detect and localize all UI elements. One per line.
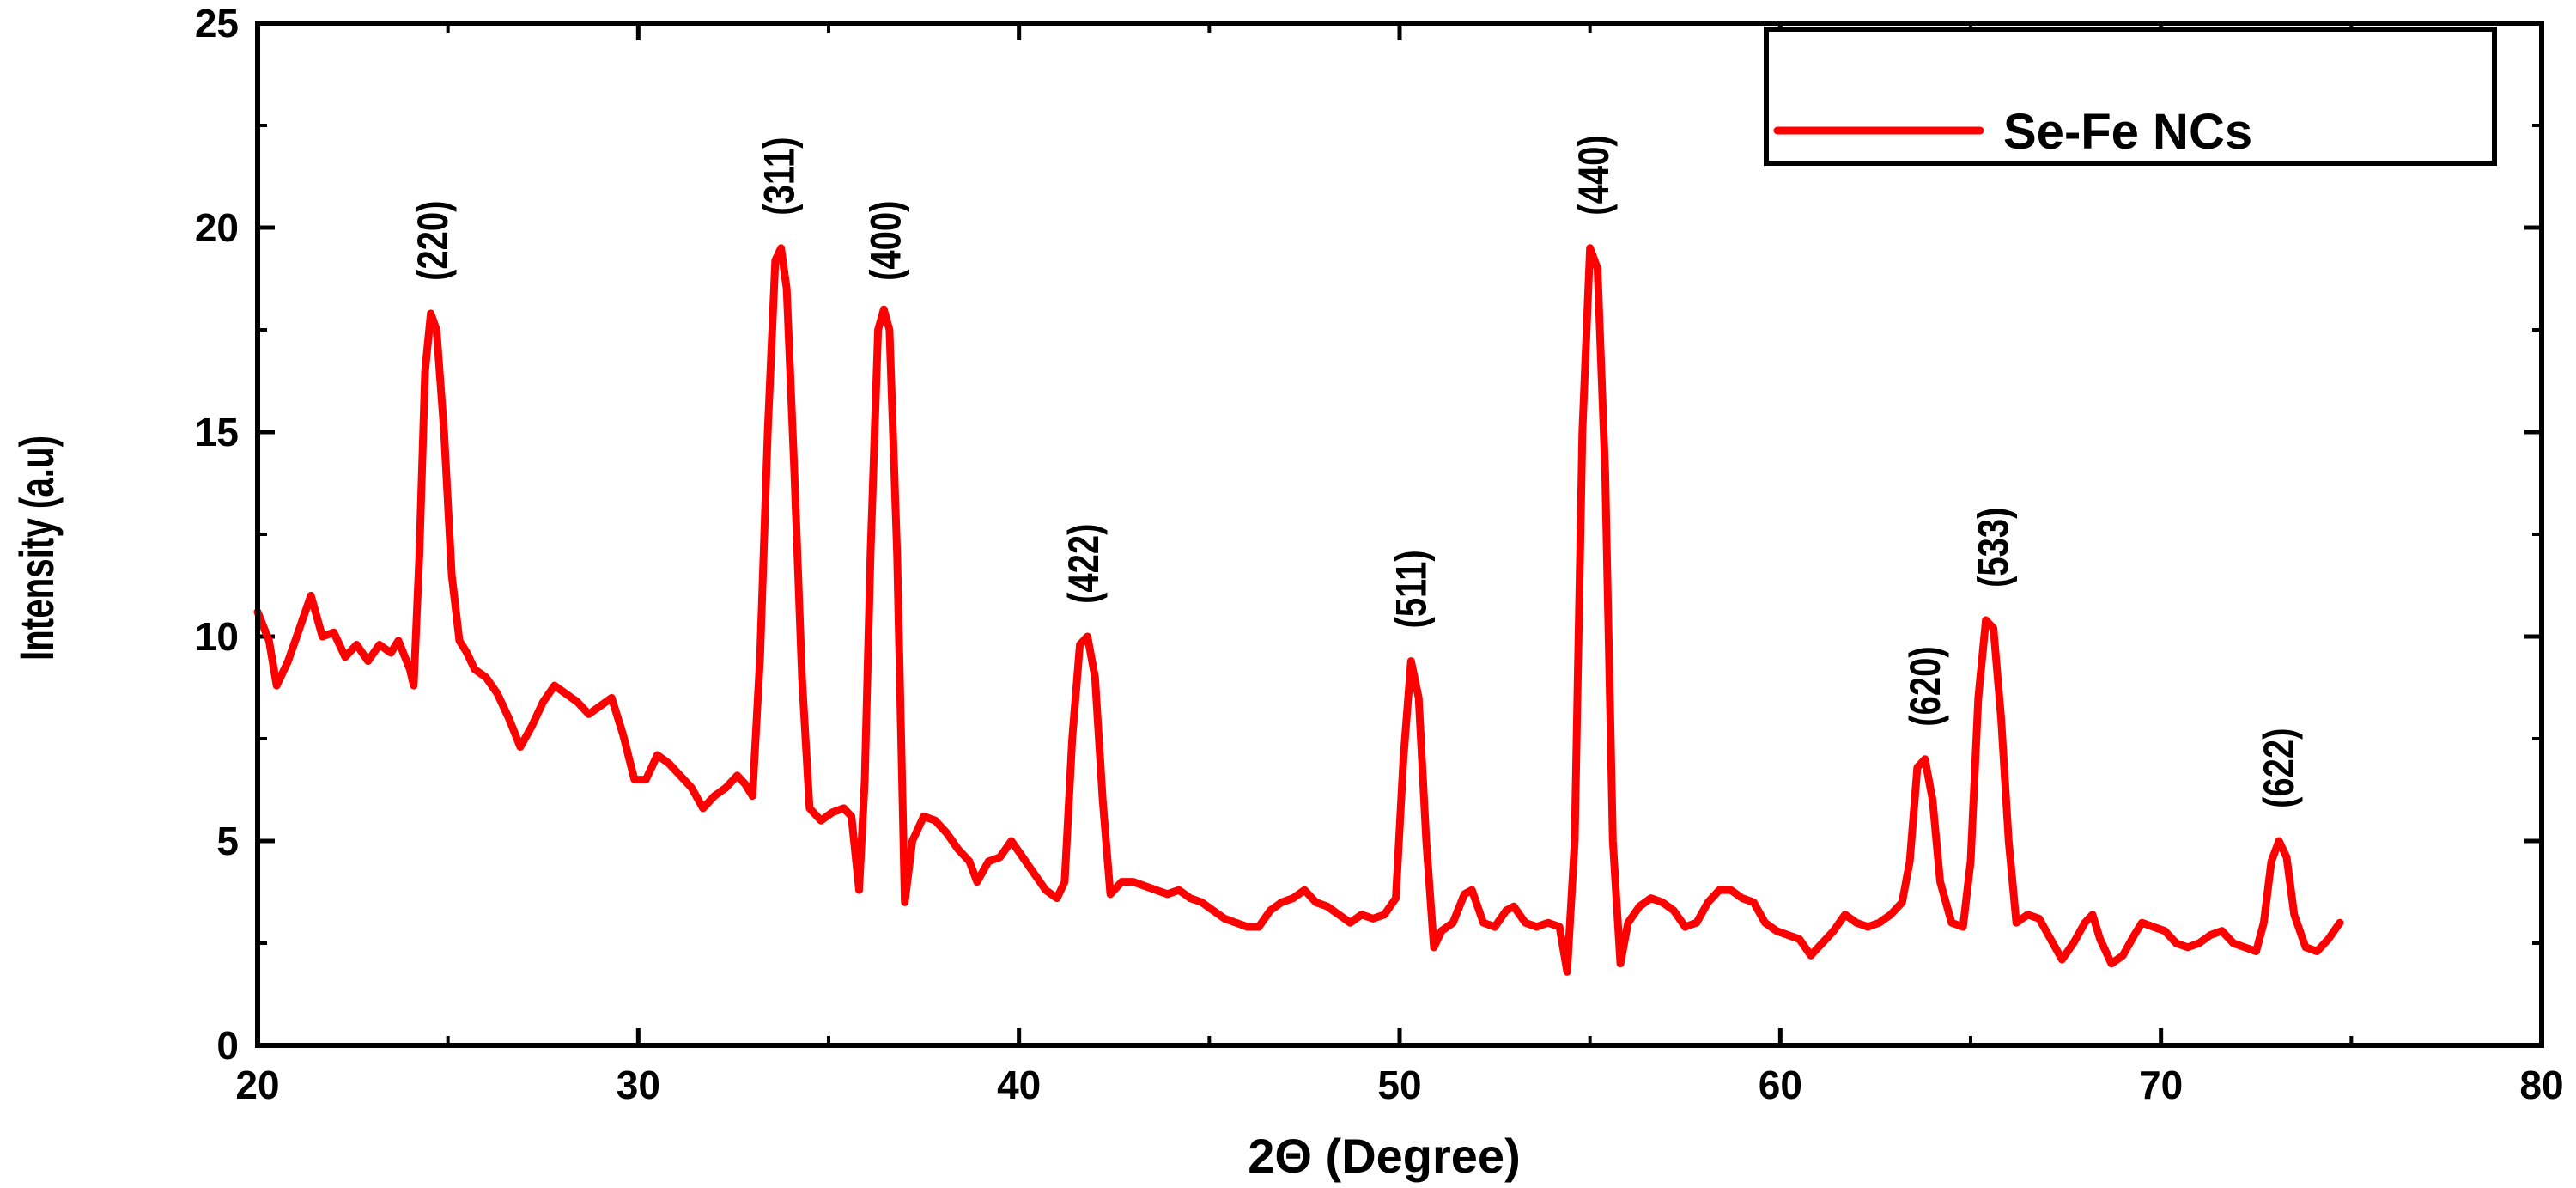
y-axis: 0 5 10 15 20 25 [195, 1, 2542, 1068]
peak-label: (533) [1969, 508, 2017, 588]
series-line-se-fe-ncs [253, 244, 2344, 976]
legend-label: Se-Fe NCs [2003, 104, 2252, 160]
peak-label: (620) [1901, 646, 1949, 726]
x-tick-label: 30 [617, 1063, 660, 1107]
y-tick-label: 15 [195, 410, 239, 454]
peak-label: (440) [1570, 135, 1618, 215]
x-tick-label: 40 [997, 1063, 1041, 1107]
plot-frame [255, 21, 2544, 1048]
x-tick-label: 70 [2139, 1063, 2183, 1107]
y-axis-title: Intensity (a.u) [11, 436, 64, 661]
x-tick-label: 80 [2519, 1063, 2563, 1107]
x-tick-label: 60 [1759, 1063, 1802, 1107]
y-tick-label: 10 [195, 614, 239, 659]
peak-label: (220) [409, 201, 457, 281]
y-tick-label: 25 [195, 1, 239, 46]
x-tick-label: 20 [235, 1063, 279, 1107]
plot-area [253, 244, 2344, 976]
peak-label: (622) [2255, 728, 2303, 808]
legend: Se-Fe NCs [1764, 27, 2497, 166]
peak-labels: (220) (311) (400) (422) (511) (440) (620) (533)… [409, 135, 2304, 808]
x-tick-label: 50 [1377, 1063, 1421, 1107]
peak-label: (311) [755, 137, 803, 216]
y-tick-label: 5 [216, 819, 239, 863]
legend-box [1764, 27, 2497, 166]
y-tick-label: 0 [216, 1023, 239, 1068]
peak-label: (400) [861, 201, 909, 281]
x-axis-title: 2Θ (Degree) [1248, 1129, 1520, 1183]
peak-label: (422) [1060, 524, 1108, 604]
y-tick-label: 20 [195, 205, 239, 250]
peak-label: (511) [1387, 550, 1435, 628]
